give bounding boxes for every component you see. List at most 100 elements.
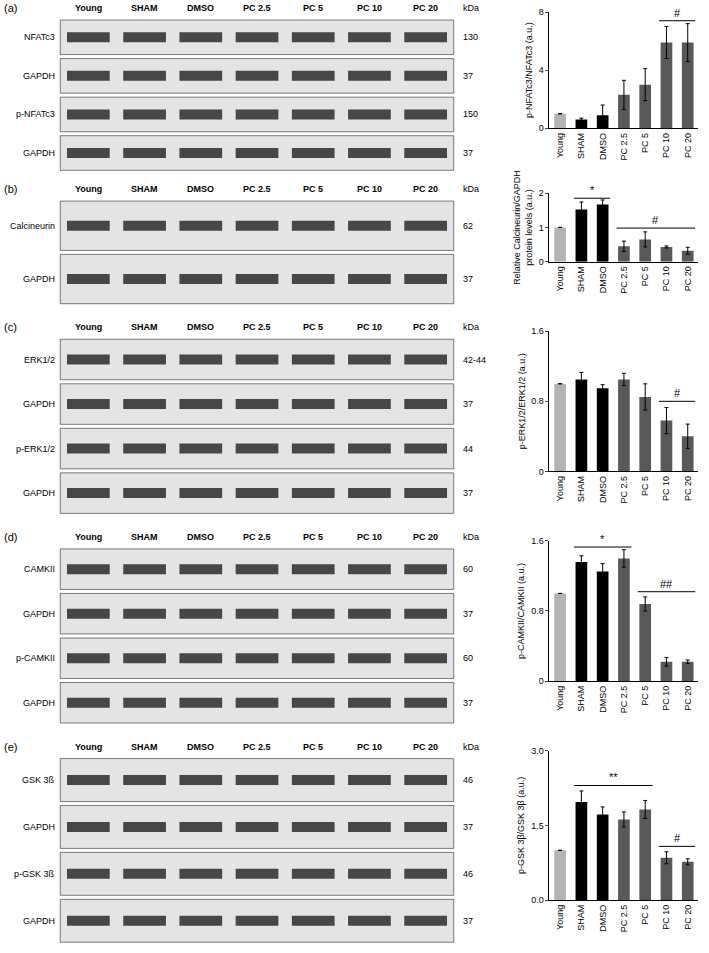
svg-text:Calcineurin: Calcineurin [10,221,55,231]
svg-text:PC 10: PC 10 [661,476,671,501]
svg-text:PC 20: PC 20 [413,742,438,752]
svg-text:PC 10: PC 10 [357,322,382,332]
svg-text:2: 2 [539,188,544,198]
svg-text:p-GSK 3β/GSK 3β (a.u.): p-GSK 3β/GSK 3β (a.u.) [517,777,527,874]
svg-text:SHAM: SHAM [576,686,586,712]
svg-text:SHAM: SHAM [576,266,586,292]
svg-text:GAPDH: GAPDH [23,916,55,926]
svg-text:0.8: 0.8 [531,606,544,616]
svg-text:3.0: 3.0 [531,746,544,756]
svg-text:GAPDH: GAPDH [23,148,55,158]
svg-text:PC 10: PC 10 [357,742,382,752]
svg-text:PC 5: PC 5 [303,322,323,332]
svg-text:37: 37 [463,822,473,832]
svg-text:Young: Young [555,266,565,291]
svg-text:0: 0 [539,467,544,477]
svg-text:Young: Young [555,476,565,501]
svg-text:p-CAMKII: p-CAMKII [16,653,55,663]
svg-text:GAPDH: GAPDH [23,822,55,832]
svg-text:kDa: kDa [463,532,479,542]
svg-text:GAPDH: GAPDH [23,609,55,619]
svg-text:Young: Young [75,322,102,332]
svg-text:PC 20: PC 20 [683,266,693,291]
svg-text:SHAM: SHAM [131,184,158,194]
svg-text:DMSO: DMSO [598,476,608,503]
svg-text:PC 2.5: PC 2.5 [619,905,629,933]
svg-text:37: 37 [463,148,473,158]
svg-text:PC 2.5: PC 2.5 [619,686,629,714]
svg-text:SHAM: SHAM [131,322,158,332]
svg-text:SHAM: SHAM [576,133,586,159]
svg-text:37: 37 [463,71,473,81]
svg-text:kDa: kDa [463,184,479,194]
svg-text:0: 0 [539,676,544,686]
svg-text:(b): (b) [4,183,17,195]
svg-text:*: * [600,533,605,545]
svg-text:PC 2.5: PC 2.5 [243,322,271,332]
svg-text:0: 0 [539,257,544,267]
svg-text:Young: Young [555,133,565,158]
svg-text:PC 2.5: PC 2.5 [243,3,271,13]
svg-text:ERK1/2: ERK1/2 [24,355,55,365]
svg-text:62: 62 [463,221,473,231]
svg-text:1.6: 1.6 [531,326,544,336]
svg-text:PC 2.5: PC 2.5 [619,476,629,504]
svg-text:PC 20: PC 20 [413,184,438,194]
svg-text:DMSO: DMSO [187,532,214,542]
svg-text:PC 2.5: PC 2.5 [243,742,271,752]
svg-text:PC 5: PC 5 [640,133,650,153]
svg-text:0.0: 0.0 [531,895,544,905]
svg-text:#: # [674,387,681,399]
svg-text:PC 10: PC 10 [661,133,671,158]
svg-text:*: * [590,184,595,196]
svg-text:#: # [674,832,681,844]
svg-text:GAPDH: GAPDH [23,71,55,81]
svg-text:60: 60 [463,653,473,663]
svg-text:Relative Calcineurin/GAPDHprot: Relative Calcineurin/GAPDHprotein levels… [512,170,534,285]
svg-text:(e): (e) [4,741,17,753]
svg-text:Young: Young [75,184,102,194]
svg-text:130: 130 [463,32,478,42]
svg-text:PC 10: PC 10 [661,686,671,711]
svg-text:kDa: kDa [463,3,479,13]
svg-text:SHAM: SHAM [576,476,586,502]
svg-text:PC 5: PC 5 [303,532,323,542]
svg-text:PC 2.5: PC 2.5 [243,184,271,194]
svg-text:SHAM: SHAM [131,742,158,752]
svg-text:Young: Young [555,686,565,711]
svg-text:#: # [674,7,681,19]
svg-text:8: 8 [539,7,544,17]
svg-text:GAPDH: GAPDH [23,399,55,409]
svg-text:p-NFATc3/NFATc3 (a.u.): p-NFATc3/NFATc3 (a.u.) [524,22,534,118]
svg-text:DMSO: DMSO [598,133,608,160]
svg-text:42-44: 42-44 [463,355,486,365]
svg-text:GAPDH: GAPDH [23,274,55,284]
svg-text:Young: Young [555,905,565,930]
svg-text:1: 1 [539,223,544,233]
svg-text:kDa: kDa [463,742,479,752]
svg-text:SHAM: SHAM [131,532,158,542]
svg-text:DMSO: DMSO [598,905,608,932]
svg-text:Young: Young [75,3,102,13]
svg-text:PC 20: PC 20 [413,3,438,13]
svg-text:37: 37 [463,488,473,498]
svg-text:PC 20: PC 20 [683,686,693,711]
svg-text:p-NFATc3: p-NFATc3 [16,109,55,119]
svg-text:PC 20: PC 20 [413,322,438,332]
svg-text:PC 10: PC 10 [661,266,671,291]
svg-text:##: ## [660,578,673,590]
svg-text:DMSO: DMSO [598,686,608,713]
svg-text:PC 20: PC 20 [683,905,693,930]
svg-text:PC 5: PC 5 [640,266,650,286]
svg-text:DMSO: DMSO [187,3,214,13]
svg-text:1.6: 1.6 [531,536,544,546]
svg-text:SHAM: SHAM [131,3,158,13]
svg-text:150: 150 [463,109,478,119]
svg-text:**: ** [609,771,618,783]
svg-text:CAMKII: CAMKII [24,564,55,574]
svg-text:44: 44 [463,444,473,454]
svg-text:37: 37 [463,698,473,708]
svg-text:PC 5: PC 5 [640,686,650,706]
svg-text:PC 5: PC 5 [640,905,650,925]
svg-text:46: 46 [463,775,473,785]
